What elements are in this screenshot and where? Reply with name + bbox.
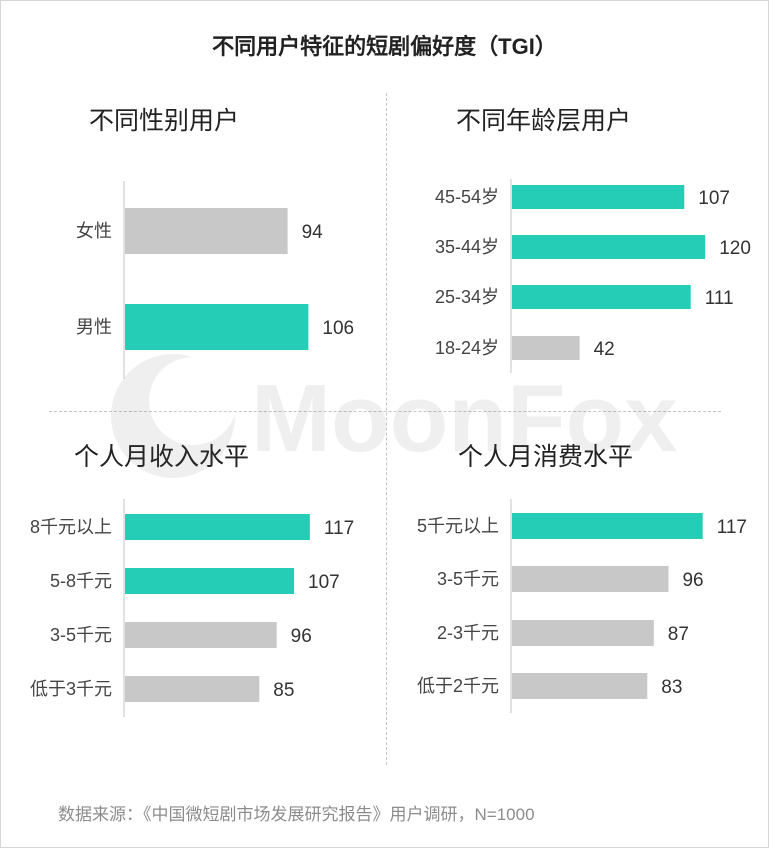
- bar: [512, 620, 654, 646]
- panel-title-spending: 个人月消费水平: [458, 443, 634, 471]
- bar: [512, 566, 669, 592]
- value-label: 107: [698, 188, 730, 209]
- bar: [125, 676, 260, 702]
- bar: [512, 336, 580, 360]
- bar: [512, 235, 706, 259]
- category-label: 低于3千元: [30, 679, 112, 699]
- value-label: 120: [719, 238, 751, 259]
- category-label: 低于2千元: [417, 676, 499, 696]
- value-label: 96: [682, 570, 703, 591]
- vertical-divider: [386, 93, 387, 765]
- horizontal-divider: [49, 411, 721, 412]
- bar: [512, 185, 685, 209]
- bar: [512, 513, 703, 539]
- value-label: 87: [668, 624, 689, 645]
- source-note: 数据来源：《中国微短剧市场发展研究报告》用户调研，N=1000: [58, 805, 535, 824]
- panel-title-income: 个人月收入水平: [74, 443, 250, 471]
- value-label: 94: [302, 222, 324, 243]
- panel-title-gender: 不同性别用户: [89, 107, 240, 135]
- category-label: 18-24岁: [435, 338, 499, 358]
- value-label: 42: [594, 339, 615, 360]
- value-label: 85: [273, 680, 294, 701]
- category-label: 25-34岁: [435, 287, 499, 307]
- bar: [125, 514, 310, 540]
- main-title: 不同用户特征的短剧偏好度（TGI）: [212, 34, 557, 59]
- value-label: 83: [661, 677, 682, 698]
- value-label: 107: [308, 572, 340, 593]
- category-label: 5千元以上: [417, 516, 499, 536]
- category-label: 女性: [76, 221, 112, 241]
- category-label: 5-8千元: [50, 571, 112, 591]
- category-label: 8千元以上: [30, 517, 112, 537]
- bar: [125, 304, 309, 350]
- bar: [125, 208, 288, 254]
- value-label: 111: [705, 288, 734, 309]
- category-label: 3-5千元: [437, 569, 499, 589]
- bar: [512, 673, 648, 699]
- category-label: 3-5千元: [50, 625, 112, 645]
- value-label: 117: [717, 517, 747, 538]
- category-label: 35-44岁: [435, 237, 499, 257]
- value-label: 117: [324, 518, 354, 539]
- bar: [125, 568, 295, 594]
- bar: [512, 285, 691, 309]
- bar: [125, 622, 277, 648]
- category-label: 2-3千元: [437, 623, 499, 643]
- value-label: 96: [291, 626, 312, 647]
- panel-title-age: 不同年龄层用户: [456, 107, 632, 135]
- category-label: 45-54岁: [435, 187, 499, 207]
- category-label: 男性: [76, 317, 112, 337]
- value-label: 106: [322, 318, 354, 339]
